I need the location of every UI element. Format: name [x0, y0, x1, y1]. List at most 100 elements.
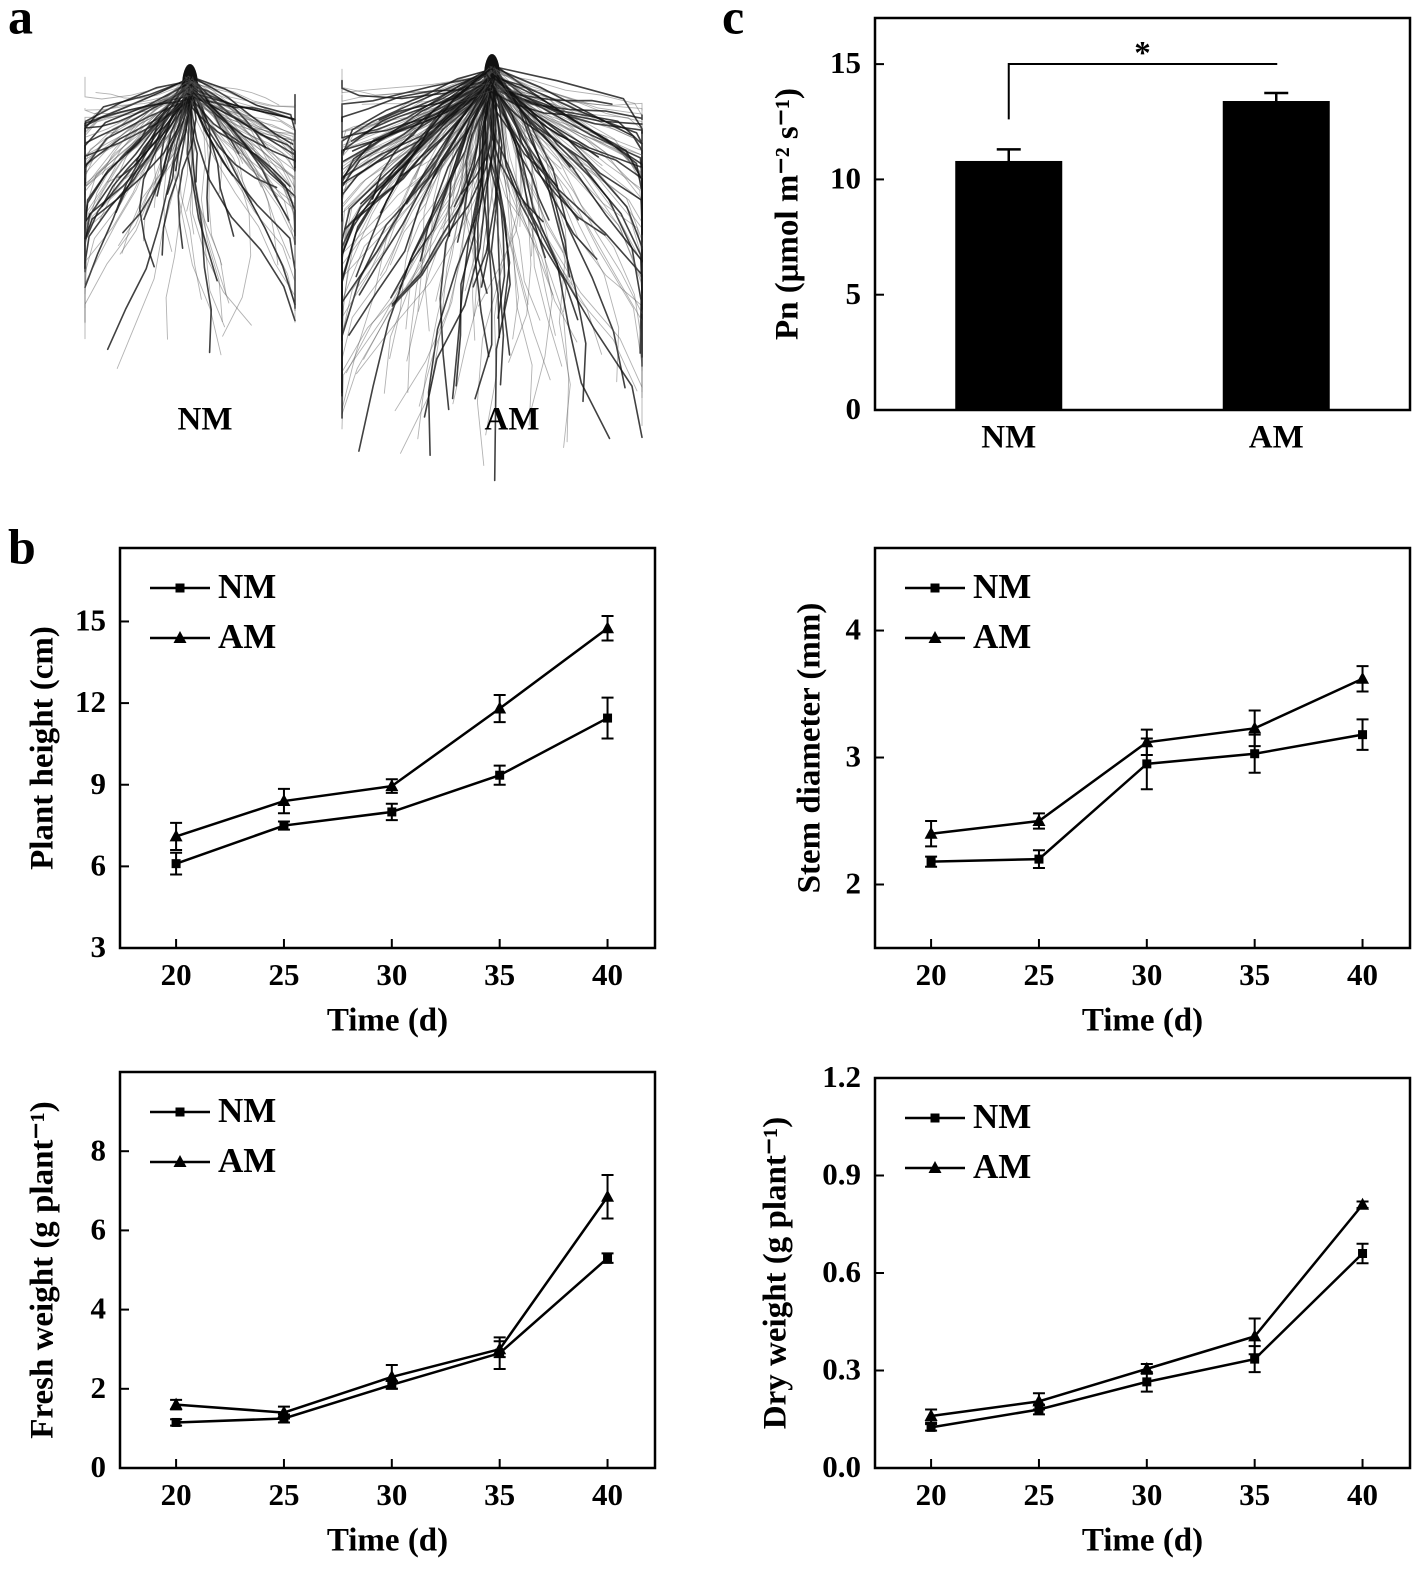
marker — [1034, 854, 1044, 864]
x-tick-label: 25 — [1023, 957, 1054, 992]
marker — [1142, 759, 1152, 769]
root — [492, 81, 643, 388]
root — [193, 80, 280, 106]
root — [84, 76, 192, 100]
root — [95, 84, 189, 99]
root — [495, 71, 532, 236]
root — [487, 67, 616, 160]
y-axis-title: Dry weight (g plant⁻¹) — [758, 1117, 794, 1429]
x-tick-label: 30 — [376, 1477, 407, 1512]
root — [371, 87, 490, 200]
root — [341, 78, 491, 419]
root — [84, 94, 193, 138]
y-tick-label: 10 — [830, 161, 861, 196]
root — [84, 89, 193, 179]
marker — [1248, 1329, 1262, 1342]
root — [355, 69, 491, 278]
root — [103, 89, 188, 135]
root — [456, 84, 498, 243]
marker — [1032, 814, 1046, 827]
y-tick-label: 0.3 — [822, 1352, 861, 1387]
root — [193, 77, 294, 145]
x-tick-label: 40 — [592, 957, 623, 992]
root — [341, 77, 494, 100]
root — [84, 85, 188, 143]
y-tick-label: 12 — [75, 684, 106, 719]
root — [418, 89, 498, 407]
root — [166, 99, 191, 195]
root — [186, 89, 218, 282]
x-tick-label: 35 — [1239, 1477, 1270, 1512]
root — [185, 93, 286, 118]
legend-marker — [928, 1161, 942, 1173]
plot-frame — [873, 546, 1412, 950]
root — [487, 88, 544, 223]
root — [191, 80, 296, 124]
root — [341, 80, 493, 150]
root — [363, 67, 492, 360]
series-line — [176, 1257, 609, 1424]
root — [486, 75, 562, 170]
legend-label: AM — [973, 617, 1031, 656]
root — [191, 92, 235, 237]
legend-marker — [173, 1155, 187, 1167]
root — [487, 87, 519, 340]
root — [488, 90, 643, 125]
root — [188, 96, 296, 322]
root — [464, 86, 492, 341]
root — [84, 75, 190, 246]
root — [84, 97, 191, 309]
y-axis-title: Fresh weight (g plant⁻¹) — [25, 1101, 61, 1438]
root — [423, 71, 497, 418]
root — [469, 88, 496, 202]
error-bar — [996, 148, 1021, 161]
root — [491, 85, 529, 305]
x-tick-label: 30 — [376, 957, 407, 992]
marker — [603, 713, 613, 723]
y-tick-label: 2 — [91, 1370, 107, 1405]
marker — [924, 1409, 938, 1421]
panel-label: a — [8, 0, 33, 44]
y-tick-label: 3 — [846, 739, 862, 774]
root — [341, 82, 493, 108]
root — [84, 89, 187, 284]
root — [349, 67, 490, 163]
root — [489, 75, 643, 372]
root — [188, 82, 212, 223]
x-tick-label: 40 — [592, 1477, 623, 1512]
bar — [1222, 101, 1330, 410]
root — [192, 96, 296, 173]
root — [491, 66, 643, 178]
root — [345, 75, 491, 374]
root — [84, 89, 187, 129]
y-tick-label: 6 — [91, 847, 107, 882]
root — [190, 76, 296, 169]
y-axis-title: Stem diameter (mm) — [792, 603, 828, 894]
root — [188, 98, 252, 337]
root — [185, 76, 296, 216]
root — [185, 83, 244, 164]
root — [84, 81, 193, 323]
root — [492, 73, 599, 158]
root — [478, 71, 523, 307]
legend-label: NM — [973, 1097, 1031, 1136]
root — [363, 83, 491, 135]
root — [187, 83, 296, 246]
root — [390, 85, 493, 299]
root — [84, 86, 189, 289]
marker — [1356, 1197, 1370, 1210]
y-tick-label: 8 — [91, 1132, 107, 1167]
x-tick-label: 25 — [1023, 1477, 1054, 1512]
marker — [601, 621, 615, 634]
x-axis-title: Time (d) — [1082, 1003, 1203, 1039]
x-tick-label: 25 — [268, 1477, 299, 1512]
x-axis-title: Time (d) — [327, 1523, 448, 1559]
root — [84, 82, 187, 264]
root — [389, 81, 494, 360]
panel-label: c — [722, 0, 744, 44]
root — [84, 87, 195, 288]
error-bar — [1264, 91, 1289, 102]
root — [177, 91, 202, 300]
series — [924, 665, 1370, 848]
